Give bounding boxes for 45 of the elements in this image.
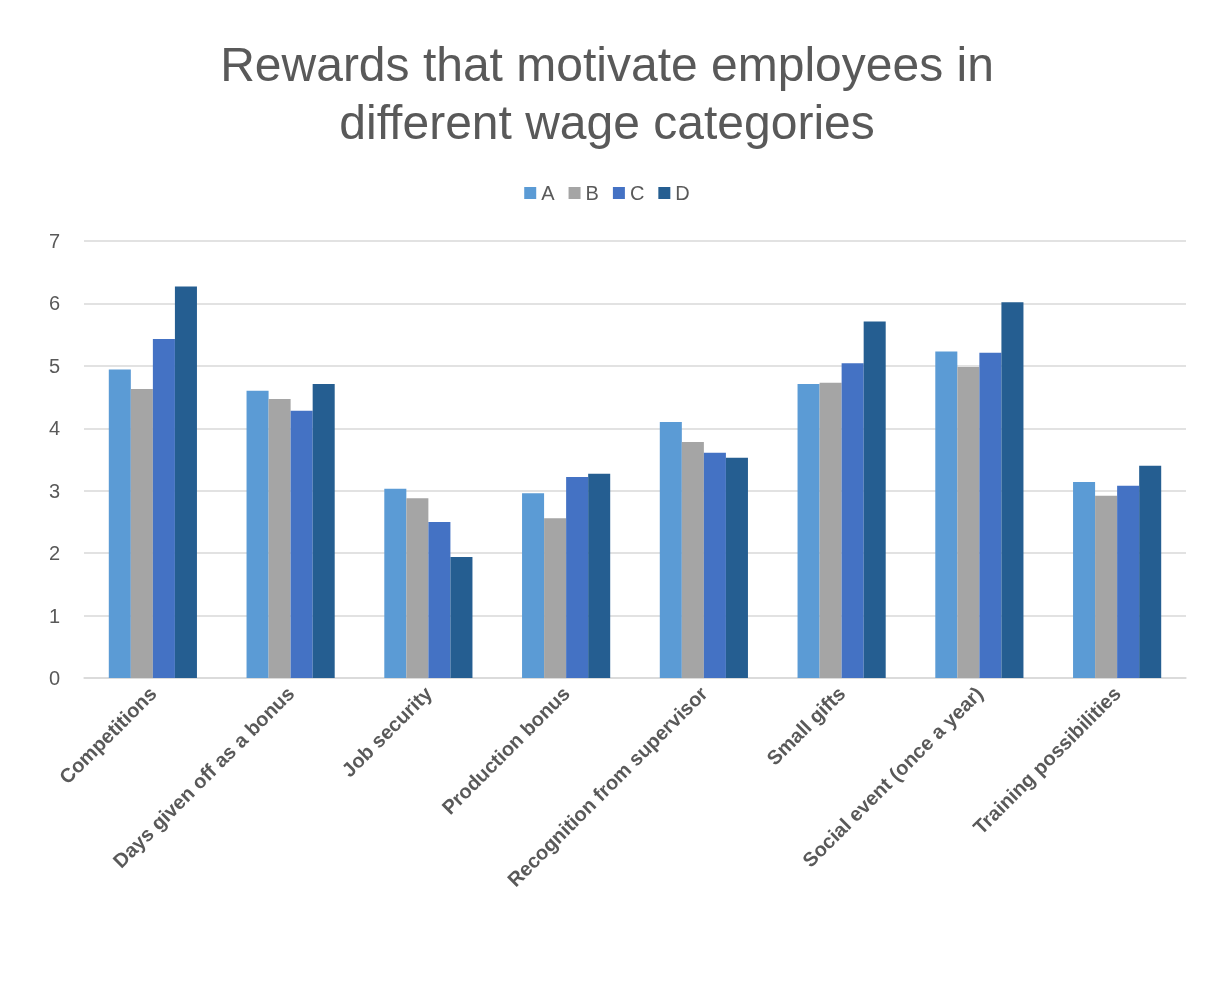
y-tick-label: 4	[48, 417, 60, 440]
bar	[841, 363, 864, 678]
y-tick-label: 2	[48, 542, 60, 565]
bar	[1117, 485, 1140, 678]
bar	[1095, 495, 1118, 678]
bar	[290, 410, 313, 678]
bar	[588, 473, 611, 678]
bar	[246, 390, 269, 678]
bar	[108, 369, 131, 678]
bar	[1139, 465, 1162, 678]
bar	[703, 452, 726, 678]
bar	[268, 398, 291, 678]
y-tick-label: 7	[48, 230, 60, 252]
bar	[566, 476, 589, 678]
bar	[957, 367, 980, 678]
y-tick-label: 0	[48, 667, 60, 689]
bar	[725, 457, 748, 678]
y-tick-label: 3	[48, 479, 60, 502]
bar	[979, 352, 1002, 678]
bar	[659, 422, 682, 678]
bar	[863, 321, 886, 678]
bar	[1073, 481, 1096, 678]
legend-label: A	[541, 182, 556, 204]
legend-label: B	[585, 182, 599, 204]
bar	[935, 351, 958, 678]
legend-label: C	[629, 182, 645, 204]
bar	[384, 488, 407, 678]
bar	[819, 382, 842, 678]
bar	[152, 339, 175, 678]
bar	[681, 442, 704, 678]
bar	[544, 518, 567, 678]
chart-title: Rewards that motivate employees in different wage categories	[220, 37, 994, 149]
bar	[312, 383, 335, 678]
y-tick-label: 5	[48, 354, 60, 377]
legend-label: D	[675, 182, 690, 204]
bar	[450, 556, 473, 678]
bar	[406, 498, 429, 678]
y-tick-label: 1	[48, 604, 60, 627]
y-tick-label: 6	[48, 292, 60, 315]
bar	[522, 493, 545, 678]
bar	[797, 383, 820, 678]
bar	[1001, 302, 1024, 678]
bar	[428, 521, 451, 678]
bar	[174, 286, 197, 678]
bar	[130, 388, 153, 678]
